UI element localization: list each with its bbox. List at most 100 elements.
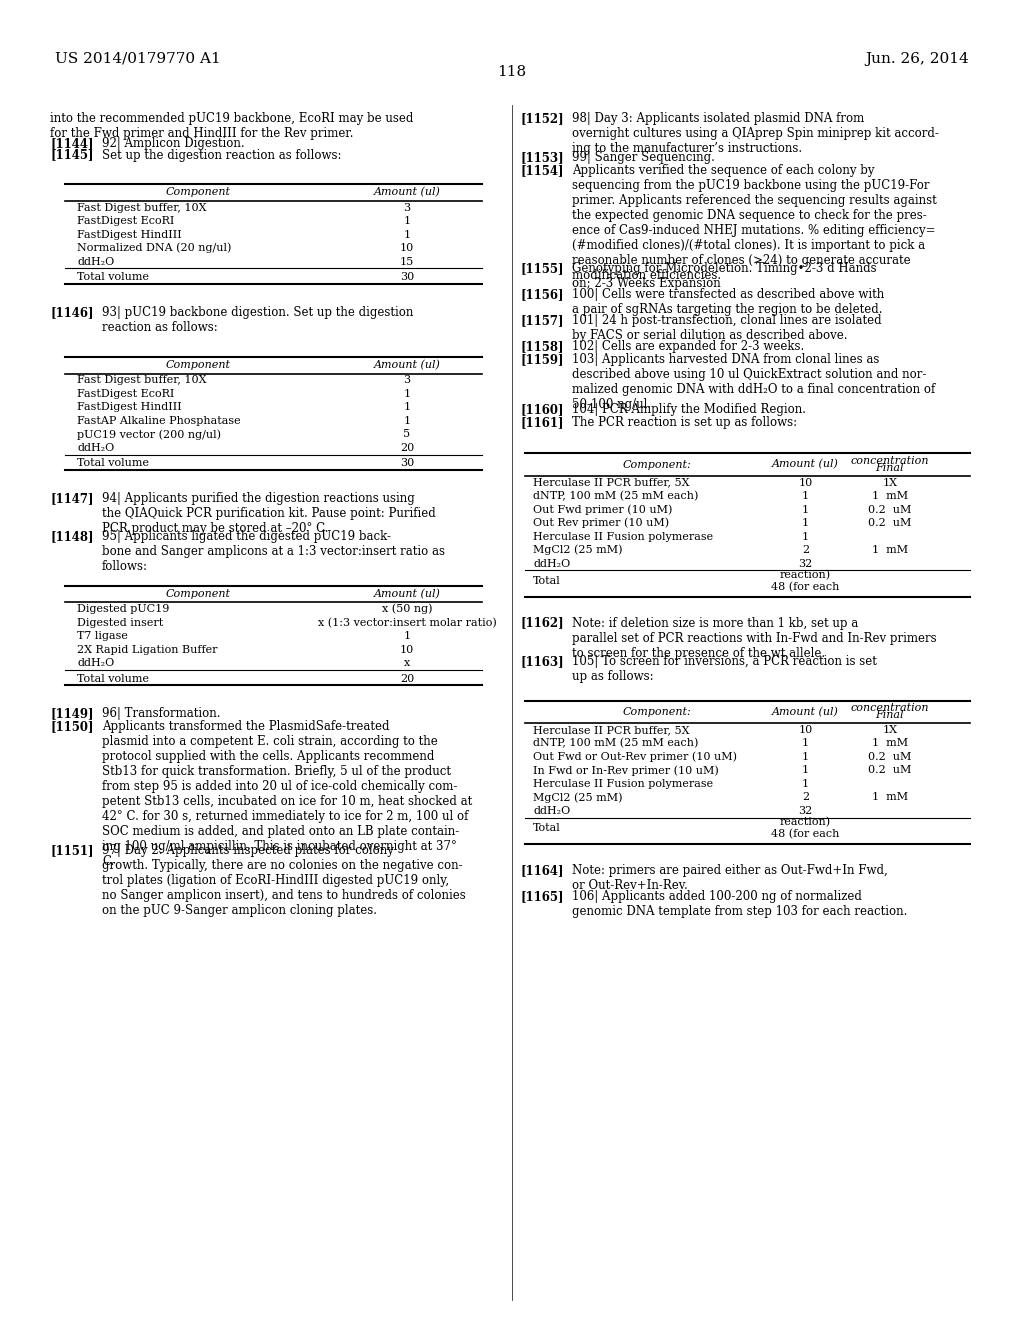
Text: 10: 10 <box>799 725 812 735</box>
Text: 2: 2 <box>802 545 809 556</box>
Text: x (1:3 vector:insert molar ratio): x (1:3 vector:insert molar ratio) <box>317 618 497 628</box>
Text: [1163]: [1163] <box>520 656 563 668</box>
Text: 1X: 1X <box>883 725 897 735</box>
Text: pUC19 vector (200 ng/ul): pUC19 vector (200 ng/ul) <box>77 429 221 440</box>
Text: Applicants transformed the PlasmidSafe-treated
plasmid into a competent E. coli : Applicants transformed the PlasmidSafe-t… <box>102 721 472 869</box>
Text: 1: 1 <box>403 403 411 412</box>
Text: 15: 15 <box>399 256 414 267</box>
Text: Applicants verified the sequence of each colony by
sequencing from the pUC19 bac: Applicants verified the sequence of each… <box>572 164 937 282</box>
Text: reaction): reaction) <box>780 817 830 828</box>
Text: [1149]: [1149] <box>50 708 93 721</box>
Text: 1  mM: 1 mM <box>871 792 908 803</box>
Text: 1  mM: 1 mM <box>871 738 908 748</box>
Text: Final: Final <box>876 463 904 473</box>
Text: [1162]: [1162] <box>520 616 563 630</box>
Text: [1151]: [1151] <box>50 845 93 857</box>
Text: 95| Applicants ligated the digested pUC19 back-
bone and Sanger amplicons at a 1: 95| Applicants ligated the digested pUC1… <box>102 529 445 573</box>
Text: 1X: 1X <box>883 478 897 487</box>
Text: concentration: concentration <box>851 455 929 466</box>
Text: ddH₂O: ddH₂O <box>77 659 115 668</box>
Text: 20: 20 <box>399 673 414 684</box>
Text: ddH₂O: ddH₂O <box>534 558 570 569</box>
Text: 32: 32 <box>799 805 812 816</box>
Text: Amount (ul): Amount (ul) <box>374 187 440 198</box>
Text: 0.2  uM: 0.2 uM <box>868 504 911 515</box>
Text: [1145]: [1145] <box>50 149 93 161</box>
Text: Component: Component <box>166 589 231 599</box>
Text: Total: Total <box>534 576 561 586</box>
Text: concentration: concentration <box>851 704 929 713</box>
Text: 97| Day 2: Applicants inspected plates for colony
growth. Typically, there are n: 97| Day 2: Applicants inspected plates f… <box>102 845 466 917</box>
Text: Amount (ul): Amount (ul) <box>374 589 440 599</box>
Text: T7 ligase: T7 ligase <box>77 631 128 642</box>
Text: 118: 118 <box>498 65 526 79</box>
Text: MgCl2 (25 mM): MgCl2 (25 mM) <box>534 792 623 803</box>
Text: 3: 3 <box>403 375 411 385</box>
Text: ddH₂O: ddH₂O <box>77 256 115 267</box>
Text: Herculase II PCR buffer, 5X: Herculase II PCR buffer, 5X <box>534 478 689 487</box>
Text: Component: Component <box>166 360 231 370</box>
Text: 98| Day 3: Applicants isolated plasmid DNA from
overnight cultures using a QIApr: 98| Day 3: Applicants isolated plasmid D… <box>572 112 939 154</box>
Text: Herculase II Fusion polymerase: Herculase II Fusion polymerase <box>534 779 713 789</box>
Text: 1: 1 <box>403 230 411 240</box>
Text: Final: Final <box>876 710 904 721</box>
Text: US 2014/0179770 A1: US 2014/0179770 A1 <box>55 51 221 66</box>
Text: Total volume: Total volume <box>77 458 150 469</box>
Text: 103| Applicants harvested DNA from clonal lines as
described above using 10 ul Q: 103| Applicants harvested DNA from clona… <box>572 352 935 411</box>
Text: 101| 24 h post-transfection, clonal lines are isolated
by FACS or serial dilutio: 101| 24 h post-transfection, clonal line… <box>572 314 882 342</box>
Text: [1158]: [1158] <box>520 339 563 352</box>
Text: [1159]: [1159] <box>520 352 563 366</box>
Text: x: x <box>403 659 410 668</box>
Text: [1152]: [1152] <box>520 112 563 125</box>
Text: Digested insert: Digested insert <box>77 618 163 628</box>
Text: Fast Digest buffer, 10X: Fast Digest buffer, 10X <box>77 375 207 385</box>
Text: Fast Digest buffer, 10X: Fast Digest buffer, 10X <box>77 203 207 213</box>
Text: Out Fwd primer (10 uM): Out Fwd primer (10 uM) <box>534 504 673 515</box>
Text: Digested pUC19: Digested pUC19 <box>77 605 169 614</box>
Text: 93| pUC19 backbone digestion. Set up the digestion
reaction as follows:: 93| pUC19 backbone digestion. Set up the… <box>102 306 414 334</box>
Text: 20: 20 <box>399 444 414 453</box>
Text: Amount (ul): Amount (ul) <box>772 459 839 470</box>
Text: 48 (for each: 48 (for each <box>771 582 840 593</box>
Text: The PCR reaction is set up as follows:: The PCR reaction is set up as follows: <box>572 416 797 429</box>
Text: ddH₂O: ddH₂O <box>77 444 115 453</box>
Text: 105| To screen for inversions, a PCR reaction is set
up as follows:: 105| To screen for inversions, a PCR rea… <box>572 656 877 684</box>
Text: 1: 1 <box>403 416 411 426</box>
Text: ddH₂O: ddH₂O <box>534 805 570 816</box>
Text: Normalized DNA (20 ng/ul): Normalized DNA (20 ng/ul) <box>77 243 231 253</box>
Text: [1146]: [1146] <box>50 306 93 319</box>
Text: FastDigest EcoRI: FastDigest EcoRI <box>77 389 174 399</box>
Text: Total volume: Total volume <box>77 673 150 684</box>
Text: 104| PCR Amplify the Modified Region.: 104| PCR Amplify the Modified Region. <box>572 404 806 417</box>
Text: 1: 1 <box>403 389 411 399</box>
Text: 1: 1 <box>802 766 809 775</box>
Text: Amount (ul): Amount (ul) <box>374 360 440 370</box>
Text: [1144]: [1144] <box>50 137 93 149</box>
Text: 30: 30 <box>399 272 414 282</box>
Text: 3: 3 <box>403 203 411 213</box>
Text: Genotyping for Microdeletion. Timing•2-3 d Hands
on; 2-3 Weeks Expansion: Genotyping for Microdeletion. Timing•2-3… <box>572 261 877 290</box>
Text: 0.2  uM: 0.2 uM <box>868 766 911 775</box>
Text: 48 (for each: 48 (for each <box>771 829 840 840</box>
Text: 1: 1 <box>802 779 809 789</box>
Text: Set up the digestion reaction as follows:: Set up the digestion reaction as follows… <box>102 149 341 161</box>
Text: Note: primers are paired either as Out-Fwd+In Fwd,
or Out-Rev+In-Rev.: Note: primers are paired either as Out-F… <box>572 863 888 892</box>
Text: 1  mM: 1 mM <box>871 491 908 502</box>
Text: Component:: Component: <box>623 459 691 470</box>
Text: Component: Component <box>166 187 231 197</box>
Text: In Fwd or In-Rev primer (10 uM): In Fwd or In-Rev primer (10 uM) <box>534 766 719 776</box>
Text: [1153]: [1153] <box>520 150 563 164</box>
Text: [1155]: [1155] <box>520 261 563 275</box>
Text: [1148]: [1148] <box>50 529 93 543</box>
Text: dNTP, 100 mM (25 mM each): dNTP, 100 mM (25 mM each) <box>534 738 698 748</box>
Text: 1: 1 <box>403 216 411 226</box>
Text: Out Rev primer (10 uM): Out Rev primer (10 uM) <box>534 517 669 528</box>
Text: 10: 10 <box>399 644 414 655</box>
Text: Total: Total <box>534 824 561 833</box>
Text: 2X Rapid Ligation Buffer: 2X Rapid Ligation Buffer <box>77 644 217 655</box>
Text: x (50 ng): x (50 ng) <box>382 603 432 614</box>
Text: [1165]: [1165] <box>520 890 563 903</box>
Text: Note: if deletion size is more than 1 kb, set up a
parallel set of PCR reactions: Note: if deletion size is more than 1 kb… <box>572 616 937 660</box>
Text: 5: 5 <box>403 429 411 440</box>
Text: 32: 32 <box>799 558 812 569</box>
